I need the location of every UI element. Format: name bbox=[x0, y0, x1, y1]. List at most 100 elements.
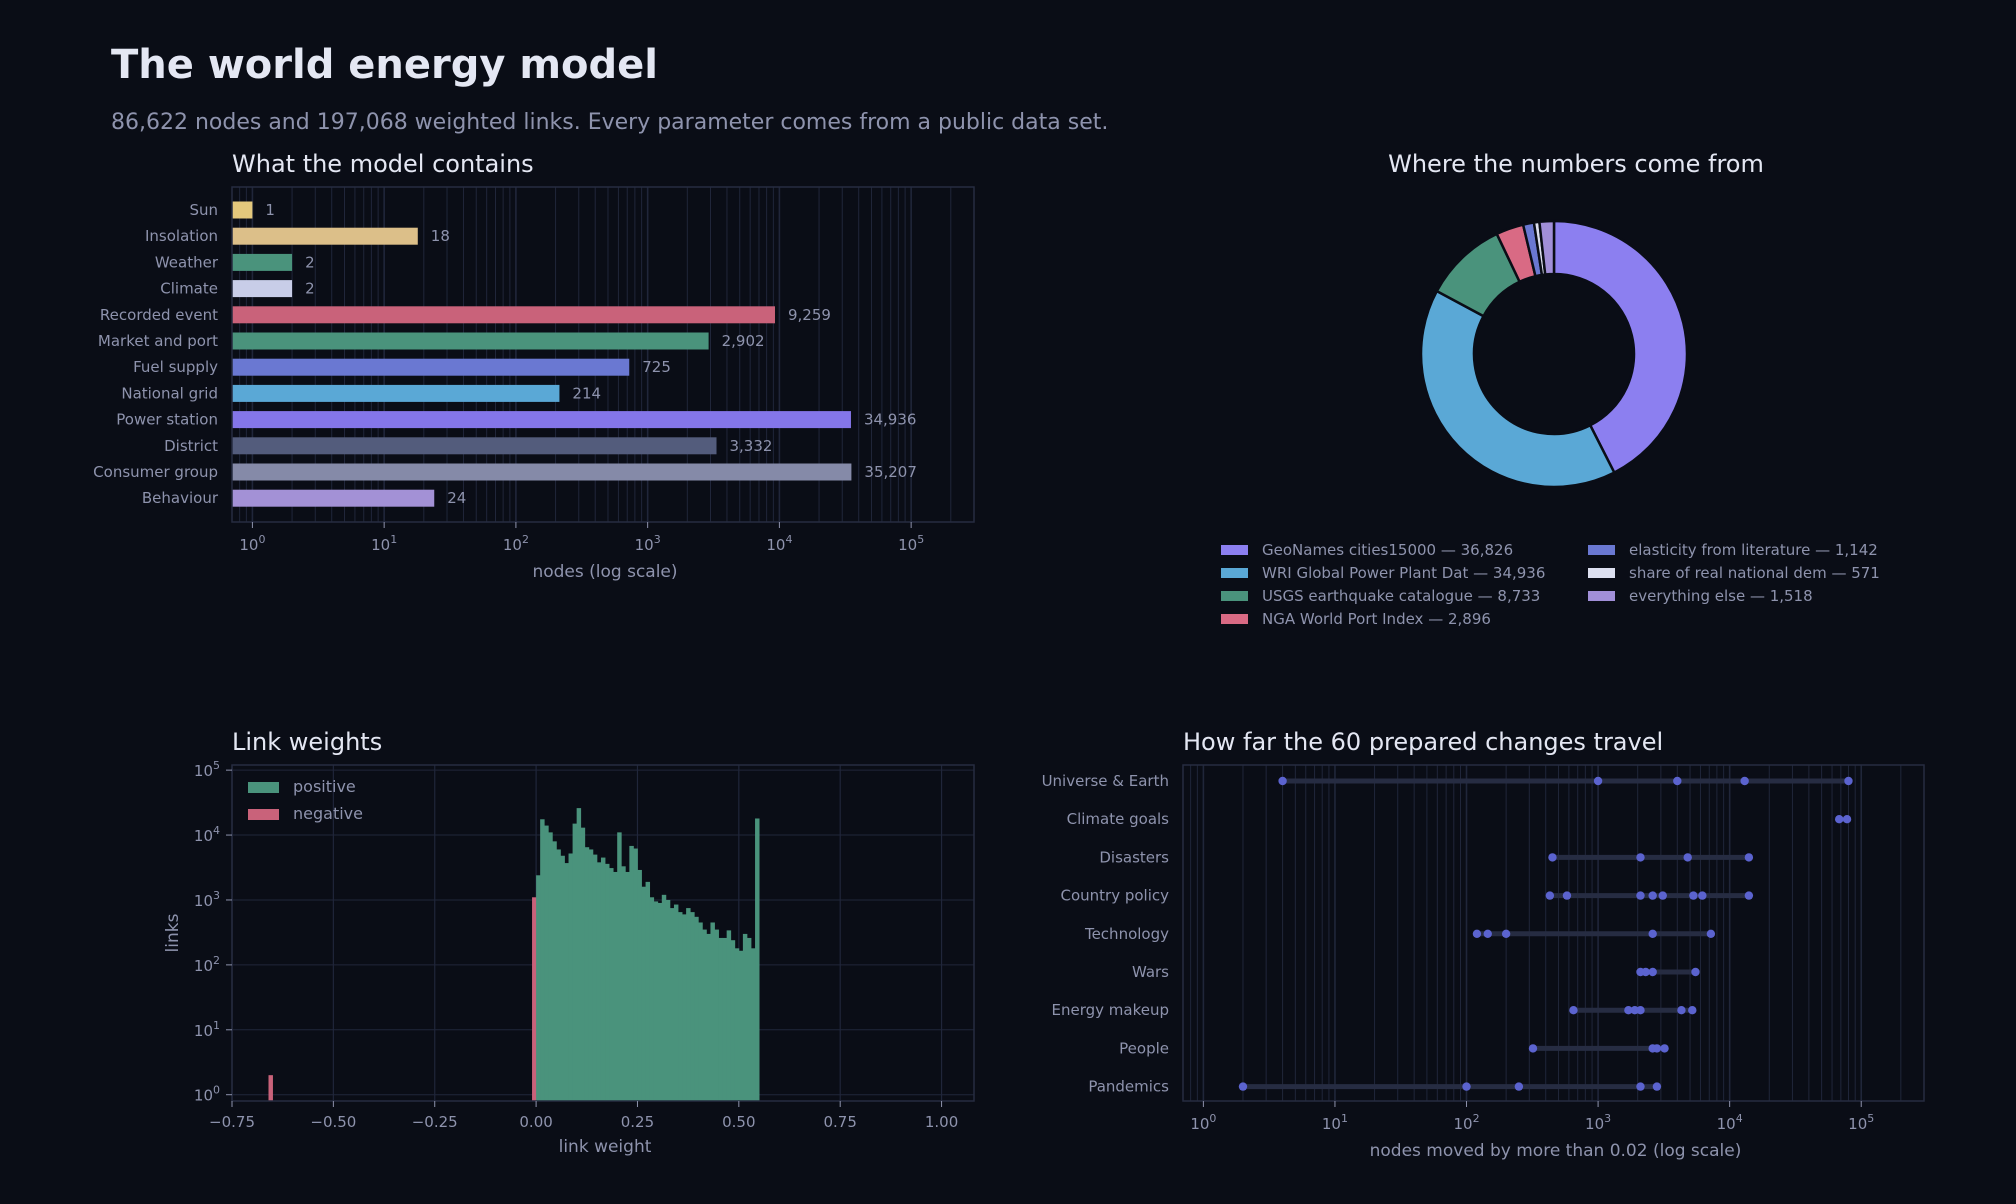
data-point bbox=[1528, 1044, 1538, 1053]
y-tick-label: 104 bbox=[194, 824, 220, 845]
sources-chart: Where the numbers come from GeoNames citi… bbox=[1221, 150, 1880, 628]
histogram-bar bbox=[600, 857, 606, 1101]
y-tick-label: 100 bbox=[194, 1084, 220, 1105]
data-point bbox=[1238, 1082, 1248, 1091]
category-label: Climate goals bbox=[1067, 810, 1170, 828]
x-tick-label: 100 bbox=[1190, 1112, 1216, 1133]
y-tick-label: 105 bbox=[194, 759, 220, 780]
histogram-bar bbox=[576, 808, 582, 1101]
data-point bbox=[1462, 1082, 1471, 1091]
histogram-bar bbox=[637, 869, 642, 1101]
category-label: People bbox=[1119, 1039, 1169, 1057]
data-point bbox=[1683, 853, 1692, 862]
value-label: 214 bbox=[572, 384, 601, 402]
x-tick-label: 0.50 bbox=[722, 1113, 755, 1131]
histogram-bar bbox=[645, 881, 651, 1101]
histogram-bar bbox=[686, 908, 691, 1101]
value-label: 725 bbox=[642, 358, 671, 376]
histogram-bar bbox=[746, 937, 752, 1101]
legend-label: elasticity from literature — 1,142 bbox=[1629, 541, 1878, 559]
data-point bbox=[1472, 929, 1482, 938]
bar bbox=[232, 227, 418, 245]
chart-title: How far the 60 prepared changes travel bbox=[1183, 728, 1663, 756]
histogram-bar bbox=[698, 922, 703, 1101]
histogram-bar bbox=[564, 863, 569, 1101]
histogram-bar bbox=[633, 848, 638, 1101]
legend-label: positive bbox=[293, 777, 356, 796]
histogram-bar bbox=[613, 871, 618, 1101]
bar bbox=[232, 306, 775, 324]
histogram-bar bbox=[718, 937, 724, 1101]
value-label: 18 bbox=[431, 227, 450, 245]
data-point bbox=[1636, 1006, 1645, 1015]
data-point bbox=[1636, 853, 1645, 862]
category-label: Technology bbox=[1084, 925, 1169, 943]
value-label: 9,259 bbox=[788, 306, 831, 324]
legend-swatch bbox=[248, 782, 279, 793]
value-label: 35,207 bbox=[864, 463, 917, 481]
category-label: Consumer group bbox=[93, 463, 218, 481]
data-point bbox=[1562, 891, 1572, 900]
x-tick-label: 104 bbox=[766, 533, 792, 554]
legend-swatch bbox=[248, 809, 279, 820]
chart-title: What the model contains bbox=[232, 150, 534, 178]
data-point bbox=[1648, 929, 1657, 938]
histogram-bar bbox=[596, 862, 602, 1101]
legend-swatch bbox=[1588, 568, 1615, 578]
histogram-bar bbox=[556, 849, 561, 1101]
histogram-bar bbox=[682, 914, 687, 1101]
x-tick-label: 103 bbox=[635, 533, 661, 554]
category-label: Disasters bbox=[1099, 848, 1169, 866]
bar bbox=[232, 332, 709, 350]
x-axis-label: link weight bbox=[559, 1137, 652, 1157]
x-axis-label: nodes moved by more than 0.02 (log scale… bbox=[1370, 1141, 1742, 1161]
bar bbox=[232, 280, 293, 298]
category-label: District bbox=[164, 437, 218, 455]
pie-slice bbox=[1419, 289, 1616, 489]
histogram-bar bbox=[641, 886, 646, 1101]
x-tick-label: −0.50 bbox=[310, 1113, 356, 1131]
category-label: Insolation bbox=[145, 227, 218, 245]
data-point bbox=[1514, 1082, 1524, 1091]
histogram-bar bbox=[649, 897, 655, 1101]
category-label: Sun bbox=[189, 201, 218, 219]
reach-chart: How far the 60 prepared changes travel Un… bbox=[1042, 728, 1925, 1161]
histogram-bar bbox=[268, 1075, 273, 1101]
histogram-bar bbox=[629, 845, 634, 1101]
chart-title: Link weights bbox=[232, 728, 382, 756]
data-point bbox=[1698, 891, 1707, 900]
histogram-bar bbox=[653, 901, 659, 1101]
histogram-bar bbox=[673, 904, 679, 1101]
legend-swatch bbox=[1221, 568, 1248, 578]
x-tick-label: 101 bbox=[1322, 1112, 1348, 1133]
data-point bbox=[1689, 891, 1698, 900]
data-point bbox=[1636, 1082, 1645, 1091]
bar bbox=[232, 358, 630, 376]
plot-frame bbox=[231, 186, 975, 523]
category-label: Pandemics bbox=[1088, 1078, 1169, 1096]
histogram-bar bbox=[584, 847, 590, 1101]
histogram-bar bbox=[742, 933, 748, 1101]
data-point bbox=[1844, 776, 1853, 786]
histogram-bar bbox=[560, 855, 565, 1101]
pie-slice bbox=[1552, 219, 1689, 475]
data-point bbox=[1691, 967, 1700, 977]
data-point bbox=[1658, 891, 1667, 900]
data-point bbox=[1569, 1006, 1578, 1015]
data-point bbox=[1652, 1082, 1662, 1091]
category-label: Fuel supply bbox=[133, 358, 218, 376]
histogram-bar bbox=[690, 912, 695, 1101]
x-tick-label: 0.00 bbox=[519, 1113, 552, 1131]
data-point bbox=[1548, 853, 1557, 862]
value-label: 24 bbox=[447, 489, 466, 507]
category-label: Weather bbox=[155, 253, 219, 271]
histogram-bar bbox=[710, 922, 715, 1101]
histogram-bar bbox=[722, 937, 728, 1101]
x-tick-label: 103 bbox=[1585, 1112, 1611, 1133]
legend-label: USGS earthquake catalogue — 8,733 bbox=[1262, 587, 1540, 605]
x-tick-label: 102 bbox=[503, 533, 529, 554]
value-label: 3,332 bbox=[730, 437, 773, 455]
bar bbox=[232, 463, 852, 481]
x-tick-label: 1.00 bbox=[925, 1113, 958, 1131]
